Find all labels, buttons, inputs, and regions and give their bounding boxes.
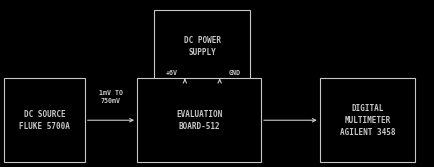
Text: EVALUATION
BOARD-512: EVALUATION BOARD-512 [175,110,222,131]
FancyBboxPatch shape [319,78,414,162]
Text: +6V: +6V [165,70,178,76]
Text: GND: GND [228,70,240,76]
Text: DC SOURCE
FLUKE 5700A: DC SOURCE FLUKE 5700A [19,110,70,131]
Text: 1mV TO
750mV: 1mV TO 750mV [99,90,123,104]
Text: DIGITAL
MULTIMETER
AGILENT 3458: DIGITAL MULTIMETER AGILENT 3458 [339,104,395,137]
FancyBboxPatch shape [137,78,260,162]
FancyBboxPatch shape [154,10,250,84]
FancyBboxPatch shape [4,78,85,162]
Text: DC POWER
SUPPLY: DC POWER SUPPLY [183,36,220,57]
